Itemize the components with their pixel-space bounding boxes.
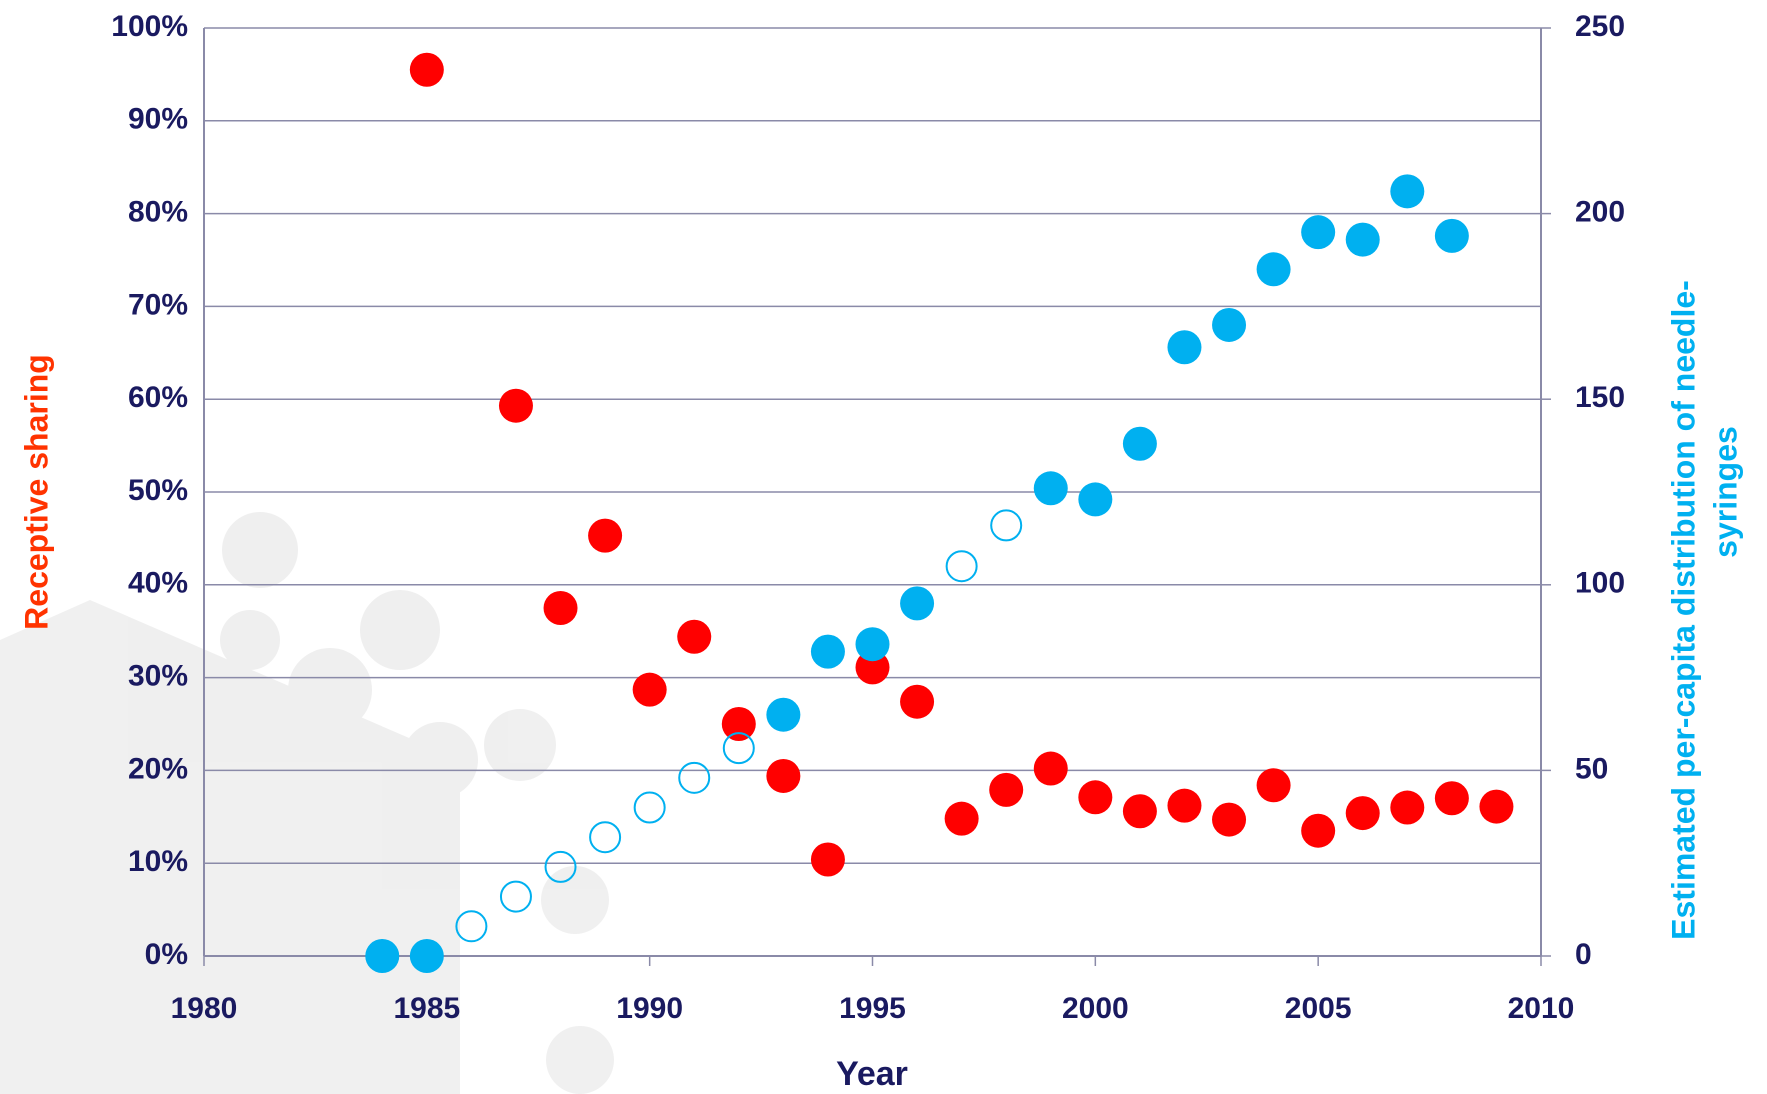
y2-tick-label: 250 <box>1575 10 1625 43</box>
y2-axis-label: Estimated per-capita distribution of nee… <box>1665 280 1701 940</box>
point <box>589 821 622 854</box>
point <box>1212 307 1247 342</box>
point <box>1434 218 1469 253</box>
point <box>810 842 845 877</box>
point <box>1301 813 1336 848</box>
point <box>498 388 533 423</box>
y2-tick-label: 200 <box>1575 196 1625 229</box>
point <box>1212 802 1247 837</box>
point <box>1256 768 1291 803</box>
point <box>1434 781 1469 816</box>
point <box>1078 780 1113 815</box>
point <box>766 758 801 793</box>
point <box>1078 482 1113 517</box>
point <box>588 518 623 553</box>
y-tick-label: 40% <box>128 567 188 600</box>
point <box>945 550 978 583</box>
point <box>1301 215 1336 250</box>
point <box>678 761 711 794</box>
point <box>990 509 1023 542</box>
point <box>900 586 935 621</box>
x-tick-label: 1995 <box>839 992 906 1025</box>
point <box>499 880 532 913</box>
point <box>722 732 755 765</box>
point <box>1122 426 1157 461</box>
y2-tick-label: 0 <box>1575 938 1592 971</box>
y-tick-label: 70% <box>128 288 188 321</box>
point <box>1479 789 1514 824</box>
point <box>455 910 488 943</box>
point <box>633 791 666 824</box>
point <box>1167 330 1202 365</box>
point <box>721 707 756 741</box>
point <box>1345 796 1380 831</box>
y-tick-label: 90% <box>128 103 188 136</box>
x-axis-label: Year <box>836 1055 908 1093</box>
point <box>1390 790 1425 825</box>
y2-tick-label: 50 <box>1575 752 1608 785</box>
x-tick-label: 2010 <box>1508 992 1575 1025</box>
y-tick-label: 20% <box>128 752 188 785</box>
x-tick-label: 2000 <box>1062 992 1129 1025</box>
point <box>855 627 890 662</box>
point <box>1033 751 1068 786</box>
point <box>544 850 577 883</box>
point <box>810 634 845 669</box>
y-tick-label: 60% <box>128 381 188 414</box>
point <box>944 801 979 836</box>
x-tick-label: 1980 <box>171 992 238 1025</box>
point <box>677 619 712 654</box>
point <box>1345 222 1380 257</box>
y-tick-label: 10% <box>128 845 188 878</box>
point <box>1122 794 1157 829</box>
y-tick-label: 80% <box>128 196 188 229</box>
y-tick-label: 50% <box>128 474 188 507</box>
point <box>1033 471 1068 506</box>
point <box>1390 174 1425 209</box>
y2-tick-label: 100 <box>1575 567 1625 600</box>
point <box>1256 252 1291 287</box>
y-axis-label: Receptive sharing <box>18 354 54 630</box>
y2-axis-label: syringes <box>1707 426 1743 558</box>
point <box>409 52 444 87</box>
point <box>1167 788 1202 823</box>
y-tick-label: 0% <box>145 938 188 971</box>
point <box>900 684 935 719</box>
watermark <box>0 512 614 1094</box>
point <box>632 672 667 707</box>
point <box>409 939 444 973</box>
x-tick-label: 1985 <box>393 992 460 1025</box>
y-tick-label: 30% <box>128 660 188 693</box>
x-tick-label: 2005 <box>1285 992 1352 1025</box>
y-tick-label: 100% <box>111 10 188 43</box>
point <box>989 772 1024 807</box>
point <box>365 939 400 973</box>
point <box>543 591 578 625</box>
point <box>766 697 801 732</box>
y2-tick-label: 150 <box>1575 381 1625 414</box>
x-tick-label: 1990 <box>616 992 683 1025</box>
